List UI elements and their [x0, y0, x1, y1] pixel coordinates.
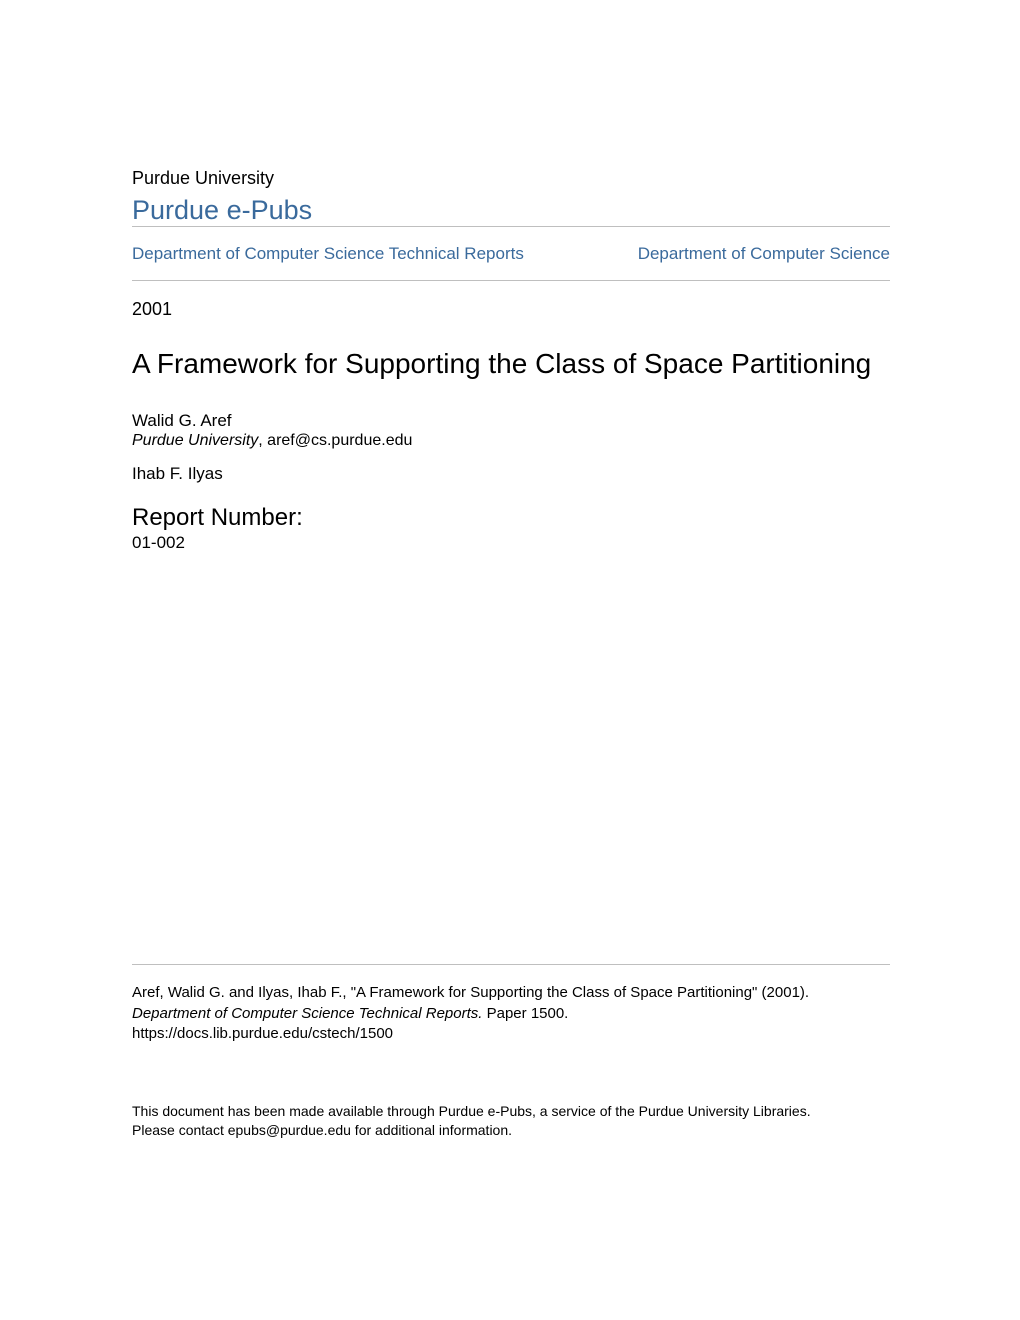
paper-title: A Framework for Supporting the Class of …: [132, 346, 890, 381]
breadcrumb-department-link[interactable]: Department of Computer Science: [638, 244, 890, 264]
breadcrumb-collection-link[interactable]: Department of Computer Science Technical…: [132, 243, 524, 264]
citation-url: https://docs.lib.purdue.edu/cstech/1500: [132, 1025, 393, 1042]
citation-series: Department of Computer Science Technical…: [132, 1005, 482, 1022]
report-number-label: Report Number:: [132, 504, 890, 532]
repository-link[interactable]: Purdue e-Pubs: [132, 195, 312, 225]
author-affiliation: Purdue University: [132, 432, 258, 449]
author-affiliation-line: Purdue University, aref@cs.purdue.edu: [132, 432, 890, 450]
disclaimer-block: This document has been made available th…: [132, 1102, 890, 1140]
author-name: Ihab F. Ilyas: [132, 464, 890, 484]
author-block-1: Walid G. Aref Purdue University, aref@cs…: [132, 411, 890, 450]
breadcrumb: Department of Computer Science Technical…: [132, 227, 890, 280]
report-number-value: 01-002: [132, 533, 890, 553]
footer-section: Aref, Walid G. and Ilyas, Ihab F., "A Fr…: [132, 964, 890, 1140]
divider-breadcrumb: [132, 280, 890, 281]
university-name: Purdue University: [132, 168, 890, 189]
citation-paper-number: Paper 1500.: [482, 1005, 568, 1022]
author-name: Walid G. Aref: [132, 411, 890, 431]
author-block-2: Ihab F. Ilyas: [132, 464, 890, 484]
disclaimer-line-1: This document has been made available th…: [132, 1103, 811, 1119]
divider-footer: [132, 964, 890, 965]
publication-year: 2001: [132, 299, 890, 320]
citation-block: Aref, Walid G. and Ilyas, Ihab F., "A Fr…: [132, 983, 890, 1044]
disclaimer-line-2: Please contact epubs@purdue.edu for addi…: [132, 1122, 512, 1138]
citation-text-1: Aref, Walid G. and Ilyas, Ihab F., "A Fr…: [132, 984, 809, 1001]
author-separator: ,: [258, 432, 267, 449]
author-email: aref@cs.purdue.edu: [267, 432, 412, 449]
